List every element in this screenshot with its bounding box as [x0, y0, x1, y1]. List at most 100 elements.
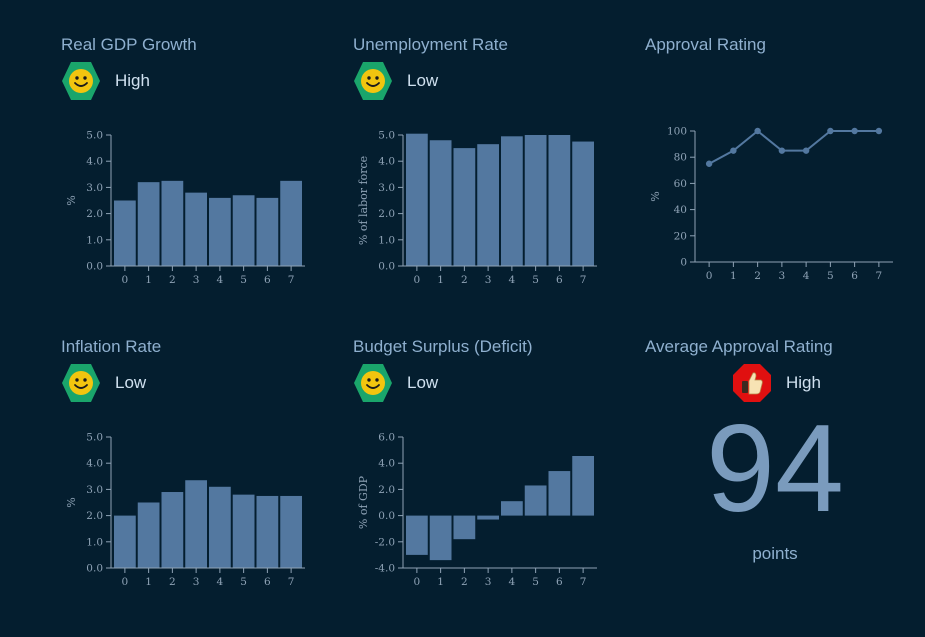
panel-title: Unemployment Rate — [353, 35, 508, 54]
x-tick-label: 2 — [461, 576, 468, 588]
y-tick-label: 1.0 — [378, 234, 395, 246]
panel-approval: Approval Rating 0 20 40 60 80 100 0 1 2 3 4 5 6 7% — [645, 35, 925, 335]
bar — [114, 515, 136, 568]
x-tick-label: 1 — [730, 270, 737, 282]
x-tick-label: 0 — [414, 576, 421, 588]
x-tick-label: 0 — [122, 274, 129, 286]
y-tick-label: 4.0 — [86, 156, 103, 168]
x-tick-label: 7 — [580, 576, 587, 588]
x-tick-label: 3 — [485, 274, 492, 286]
y-tick-label: 4.0 — [378, 458, 395, 470]
x-tick-label: 5 — [240, 274, 247, 286]
status-label: High — [115, 71, 150, 90]
bar — [185, 192, 207, 266]
x-tick-label: 0 — [706, 270, 713, 282]
series-line — [708, 129, 879, 165]
x-tick-label: 6 — [851, 270, 858, 282]
bar — [572, 141, 594, 266]
status-label: High — [786, 373, 821, 392]
inflation-chart: 0.0 1.0 2.0 3.0 4.0 5.0 0 1 2 3 4 5 6 7% — [65, 432, 305, 588]
panel-unemployment: Unemployment Rate Low 0.0 1.0 2.0 3.0 4.0 5.0… — [353, 35, 643, 335]
unemployment-chart: 0.0 1.0 2.0 3.0 4.0 5.0 0 1 2 3 4 5 6 7 % of labor for… — [357, 130, 597, 286]
bar — [161, 180, 184, 266]
bar — [453, 148, 476, 266]
y-tick-label: 0.0 — [86, 261, 103, 273]
y-axis-label: % — [649, 191, 662, 201]
y-tick-label: 0 — [680, 257, 687, 269]
gdp-chart: 0.0 1.0 2.0 3.0 4.0 5.0 0 1 2 3 4 5 6 7% — [65, 130, 305, 286]
panel-budget: Budget Surplus (Deficit) Low -4.0 -2.0 0.0… — [353, 337, 643, 637]
y-tick-label: 2.0 — [378, 484, 395, 496]
x-tick-label: 1 — [437, 274, 444, 286]
y-tick-label: 3.0 — [86, 182, 103, 194]
x-tick-label: 3 — [193, 274, 200, 286]
data-point — [705, 160, 713, 167]
panel-gdp: Real GDP Growth High 0.0 1.0 2.0 3.0 4.0 5.0 0… — [61, 35, 351, 335]
y-axis-label: % — [65, 497, 78, 507]
x-tick-label: 5 — [532, 576, 539, 588]
y-tick-label: -2.0 — [375, 536, 395, 548]
y-tick-label: 6.0 — [378, 432, 395, 444]
panel-title: Inflation Rate — [61, 337, 162, 356]
x-tick-label: 2 — [754, 270, 761, 282]
status-row: Low — [353, 363, 438, 403]
bar — [209, 486, 231, 568]
bar — [161, 492, 184, 568]
y-tick-label: 5.0 — [378, 130, 395, 142]
approval-chart: 0 20 40 60 80 100 0 1 2 3 4 5 6 7% — [649, 126, 893, 282]
smiley-icon — [62, 364, 100, 402]
x-tick-label: 2 — [169, 274, 176, 286]
bar — [524, 485, 547, 516]
x-tick-label: 2 — [461, 274, 468, 286]
y-tick-label: -4.0 — [375, 563, 395, 575]
panel-title: Average Approval Rating — [645, 337, 833, 356]
y-axis-label: % of labor force — [357, 156, 370, 245]
x-tick-label: 3 — [485, 576, 492, 588]
x-tick-label: 4 — [509, 576, 516, 588]
bar — [572, 455, 594, 516]
status-row: Low — [353, 61, 438, 101]
panel-title: Budget Surplus (Deficit) — [353, 337, 533, 356]
bar — [477, 515, 499, 520]
smiley-icon — [354, 62, 392, 100]
x-tick-label: 7 — [580, 274, 587, 286]
y-tick-label: 2.0 — [86, 510, 103, 522]
bar — [114, 200, 136, 266]
data-point — [754, 127, 761, 135]
bar — [137, 182, 160, 266]
y-tick-label: 1.0 — [86, 234, 103, 246]
bar — [232, 195, 255, 266]
x-tick-label: 2 — [169, 576, 176, 588]
bar — [477, 144, 499, 266]
x-tick-label: 3 — [193, 576, 200, 588]
y-tick-label: 0.0 — [378, 510, 395, 522]
x-tick-label: 4 — [803, 270, 810, 282]
status-row: Low — [61, 363, 146, 403]
data-point — [802, 147, 810, 154]
bar — [256, 197, 279, 266]
x-tick-label: 6 — [264, 576, 271, 588]
x-tick-label: 0 — [122, 576, 129, 588]
x-tick-label: 4 — [217, 576, 224, 588]
bar — [137, 502, 160, 568]
data-point — [851, 127, 858, 135]
bar — [232, 494, 255, 568]
y-tick-label: 5.0 — [86, 432, 103, 444]
bar — [185, 480, 207, 568]
status-label: Low — [115, 373, 147, 392]
x-tick-label: 4 — [217, 274, 224, 286]
status-label: Low — [407, 71, 439, 90]
bar — [429, 515, 452, 561]
data-point — [827, 127, 834, 135]
x-tick-label: 7 — [288, 576, 295, 588]
status-row: High — [732, 363, 821, 403]
data-point — [875, 127, 883, 135]
bar — [548, 135, 571, 266]
y-tick-label: 60 — [674, 178, 687, 190]
y-tick-label: 3.0 — [86, 484, 103, 496]
y-tick-label: 80 — [674, 152, 687, 164]
y-tick-label: 40 — [674, 204, 687, 216]
x-tick-label: 5 — [240, 576, 247, 588]
kpi-value: 94 — [706, 400, 844, 538]
bar — [501, 136, 523, 266]
